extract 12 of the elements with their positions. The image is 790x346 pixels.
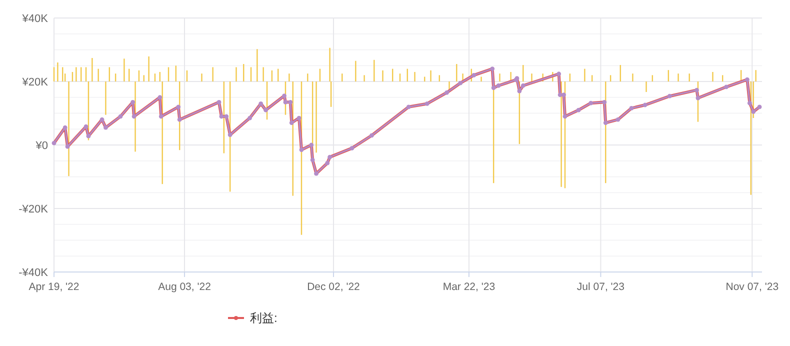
x-tick-label: Mar 22, '23 (442, 281, 496, 293)
y-tick-label: -¥40K (18, 266, 49, 279)
y-tick-label: -¥20K (18, 203, 49, 216)
x-tick-label: Nov 07, '23 (726, 281, 779, 293)
legend-label: 利益: (250, 311, 278, 326)
y-tick-label: ¥40K (21, 12, 49, 25)
x-tick-label: Dec 02, '22 (307, 281, 360, 293)
x-tick-label: Jul 07, '23 (576, 281, 625, 293)
y-tick-label: ¥0 (34, 140, 48, 152)
x-tick-label: Aug 03, '22 (158, 281, 212, 293)
x-tick-label: Apr 19, '22 (28, 281, 80, 293)
y-tick-label: ¥20K (21, 76, 49, 88)
